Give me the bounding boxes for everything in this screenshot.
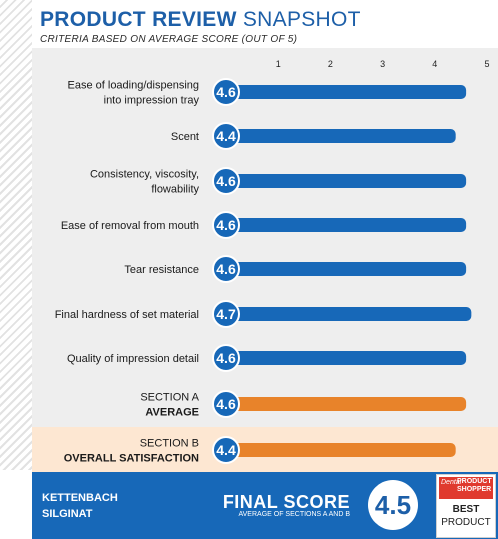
axis-tick-label: 4: [432, 59, 437, 69]
criterion-label: SECTION B: [140, 438, 199, 450]
score-value-label: 4.4: [216, 128, 236, 144]
axis-tick-label: 3: [380, 59, 385, 69]
title-light: SNAPSHOT: [242, 8, 361, 31]
axis-tick-label: 2: [328, 59, 333, 69]
product-brand: KETTENBACH: [42, 492, 118, 504]
score-value-label: 4.7: [216, 306, 236, 322]
criterion-label: Final hardness of set material: [55, 309, 199, 321]
score-value-label: 4.6: [216, 350, 236, 366]
score-circle: [212, 78, 240, 106]
score-circle: [212, 344, 240, 372]
title-bold: PRODUCT REVIEW: [40, 8, 237, 31]
final-score-title: FINAL SCORE: [222, 492, 350, 512]
criterion-label: Ease of loading/dispensing: [68, 80, 199, 92]
score-circle: [212, 436, 240, 464]
score-circle: [212, 211, 240, 239]
criterion-label: Ease of removal from mouth: [61, 220, 199, 232]
score-value-label: 4.6: [216, 261, 236, 277]
score-value-label: 4.6: [216, 84, 236, 100]
score-bar: [231, 307, 472, 321]
final-score-value: 4.5: [368, 480, 418, 530]
score-circle: [212, 122, 240, 150]
axis-tick-label: 1: [276, 59, 281, 69]
score-circle: [212, 167, 240, 195]
badge-dental-text: Dental: [441, 479, 462, 486]
score-value-label: 4.6: [216, 396, 236, 412]
criterion-label: into impression tray: [104, 95, 200, 107]
page-title: PRODUCT REVIEW SNAPSHOT: [40, 8, 361, 32]
final-score-footer: KETTENBACH SILGINAT FINAL SCORE AVERAGE …: [32, 472, 498, 539]
page-subtitle: CRITERIA BASED ON AVERAGE SCORE (OUT OF …: [40, 34, 298, 45]
score-value-label: 4.4: [216, 442, 236, 458]
criterion-label: AVERAGE: [145, 407, 199, 419]
score-bar: [231, 397, 467, 411]
score-bar: [231, 351, 467, 365]
score-circle: [212, 300, 240, 328]
score-value-label: 4.6: [216, 217, 236, 233]
axis-tick-label: 5: [484, 59, 489, 69]
best-product-badge: Dental PRODUCT SHOPPER BEST PRODUCT: [436, 474, 496, 538]
score-circle: [212, 390, 240, 418]
criterion-label: Scent: [171, 131, 199, 143]
badge-product-shopper: PRODUCT SHOPPER: [457, 478, 492, 494]
score-bar: [231, 218, 467, 232]
score-bar: [231, 129, 456, 143]
badge-banner: Dental PRODUCT SHOPPER: [439, 477, 493, 499]
final-score-subtitle: AVERAGE OF SECTIONS A AND B: [238, 511, 350, 518]
hatch-decoration: [0, 0, 32, 470]
criterion-label: OVERALL SATISFACTION: [64, 453, 199, 465]
criterion-label: SECTION A: [140, 392, 199, 404]
criterion-label: Quality of impression detail: [67, 353, 199, 365]
badge-best-text: BEST: [452, 504, 480, 515]
score-bar: [231, 443, 456, 457]
criterion-label: Consistency, viscosity,: [90, 169, 199, 181]
score-bar: [231, 262, 467, 276]
score-bar: [231, 174, 467, 188]
score-value-label: 4.6: [216, 173, 236, 189]
criterion-label: Tear resistance: [124, 264, 199, 276]
score-bar: [231, 85, 467, 99]
badge-ps-line1: PRODUCT: [457, 478, 492, 485]
product-name: SILGINAT: [42, 508, 93, 520]
criterion-label: flowability: [151, 184, 199, 196]
score-circle: [212, 255, 240, 283]
badge-product-text: PRODUCT: [441, 517, 491, 528]
badge-ps-line2: SHOPPER: [457, 486, 492, 493]
